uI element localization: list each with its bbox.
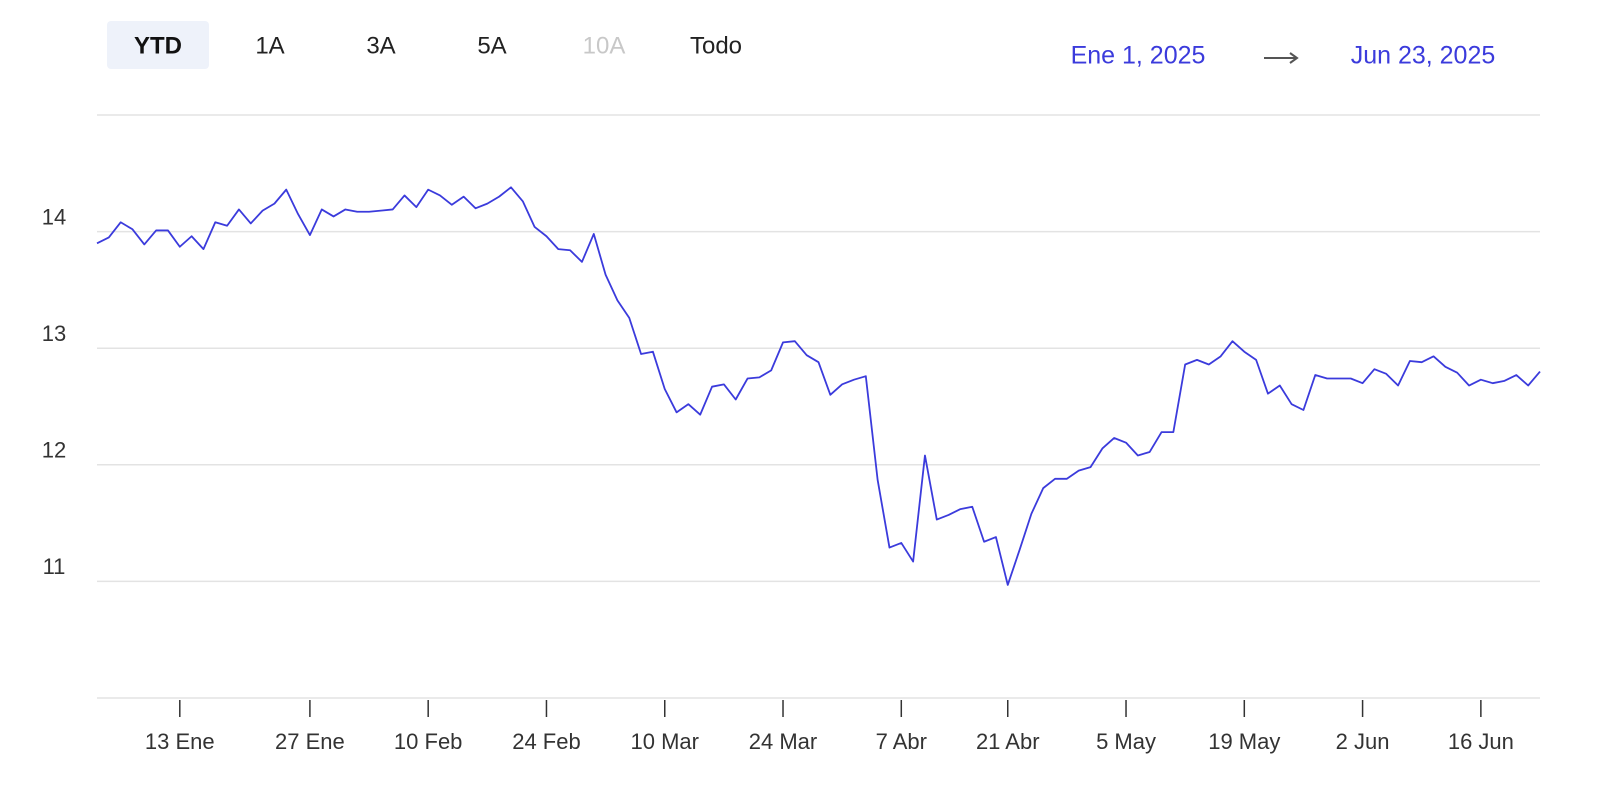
price-line bbox=[96, 186, 1541, 586]
y-tick-label: 12 bbox=[42, 438, 66, 463]
x-tick-label: 27 Ene bbox=[275, 729, 345, 754]
range-arrow bbox=[1264, 52, 1299, 64]
x-tick-label: 24 Mar bbox=[749, 729, 817, 754]
x-tick-label: 7 Abr bbox=[876, 729, 927, 754]
x-tick-label: 10 Feb bbox=[394, 729, 463, 754]
range-button: 10A bbox=[583, 32, 626, 59]
x-tick-label: 13 Ene bbox=[145, 729, 215, 754]
y-tick-label: 14 bbox=[42, 204, 66, 229]
x-tick-label: 10 Mar bbox=[630, 729, 698, 754]
y-tick-label: 11 bbox=[43, 554, 66, 579]
x-tick-label: 24 Feb bbox=[512, 729, 581, 754]
range-button[interactable]: 1A bbox=[255, 32, 284, 59]
date-range: Ene 1, 2025 Jun 23, 2025 bbox=[1071, 42, 1496, 70]
end-date[interactable]: Jun 23, 2025 bbox=[1351, 42, 1496, 70]
range-button[interactable]: YTD bbox=[134, 32, 182, 59]
range-button-bg bbox=[107, 21, 209, 69]
start-date[interactable]: Ene 1, 2025 bbox=[1071, 42, 1206, 70]
x-tick-label: 19 May bbox=[1208, 729, 1280, 754]
range-button[interactable]: 5A bbox=[477, 32, 506, 59]
x-tick-label: 21 Abr bbox=[976, 729, 1040, 754]
range-button[interactable]: Todo bbox=[690, 32, 742, 59]
x-tick-label: 16 Jun bbox=[1448, 729, 1514, 754]
x-tick-label: 5 May bbox=[1096, 729, 1156, 754]
range-button[interactable]: 3A bbox=[366, 32, 395, 59]
y-tick-label: 13 bbox=[42, 321, 66, 346]
x-tick-label: 2 Jun bbox=[1336, 729, 1390, 754]
